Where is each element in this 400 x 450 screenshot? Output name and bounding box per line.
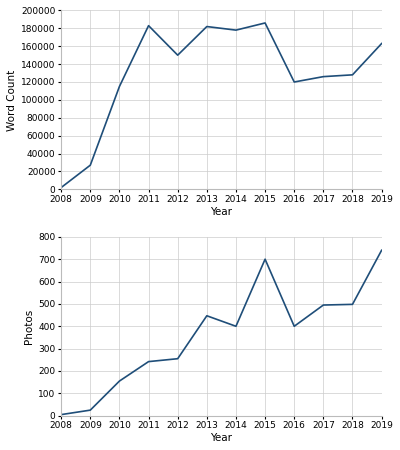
Y-axis label: Photos: Photos: [24, 309, 34, 344]
Y-axis label: Word Count: Word Count: [7, 69, 17, 130]
X-axis label: Year: Year: [210, 207, 232, 216]
X-axis label: Year: Year: [210, 433, 232, 443]
